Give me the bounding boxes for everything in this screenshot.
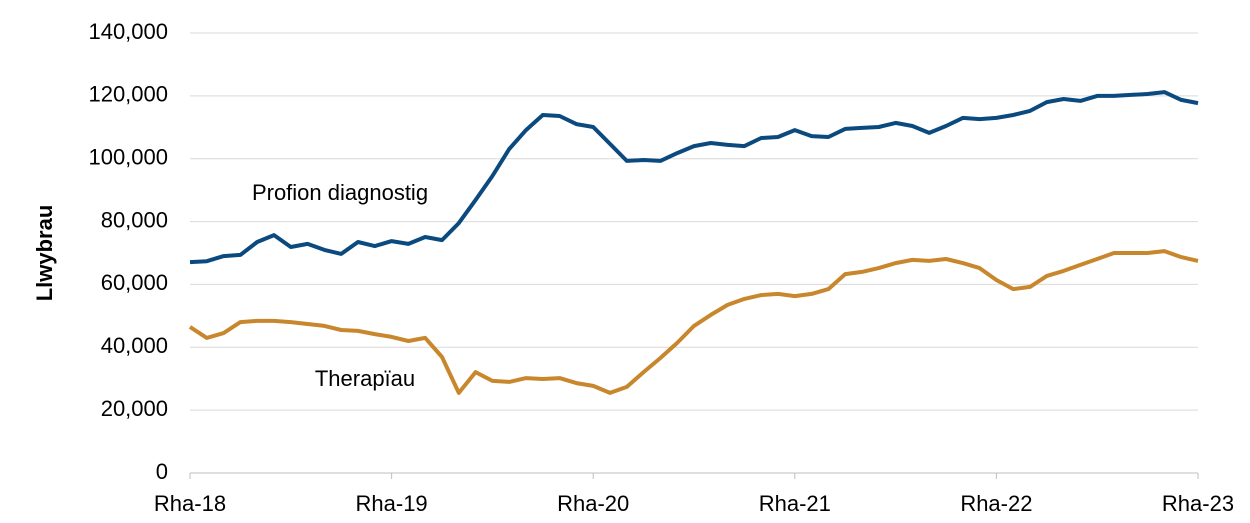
x-tick-label: Rha-22 xyxy=(960,491,1032,516)
y-tick-label: 20,000 xyxy=(101,396,168,421)
y-tick-label: 120,000 xyxy=(88,82,168,107)
series-label: Profion diagnostig xyxy=(252,180,428,205)
x-tick-label: Rha-21 xyxy=(759,491,831,516)
series-label: Therapïau xyxy=(315,366,415,391)
line-series xyxy=(189,90,1199,265)
x-tick-label: Rha-18 xyxy=(154,491,226,516)
line-series xyxy=(188,249,1199,395)
x-tick-label: Rha-20 xyxy=(557,491,629,516)
y-tick-label: 140,000 xyxy=(88,19,168,44)
y-tick-label: 80,000 xyxy=(101,207,168,232)
x-tick-label: Rha-19 xyxy=(356,491,428,516)
y-axis-title: Llwybrau xyxy=(32,205,57,302)
y-tick-label: 60,000 xyxy=(101,270,168,295)
y-tick-label: 0 xyxy=(156,459,168,484)
x-tick-label: Rha-23 xyxy=(1162,491,1234,516)
y-tick-label: 40,000 xyxy=(101,333,168,358)
y-tick-label: 100,000 xyxy=(88,145,168,170)
